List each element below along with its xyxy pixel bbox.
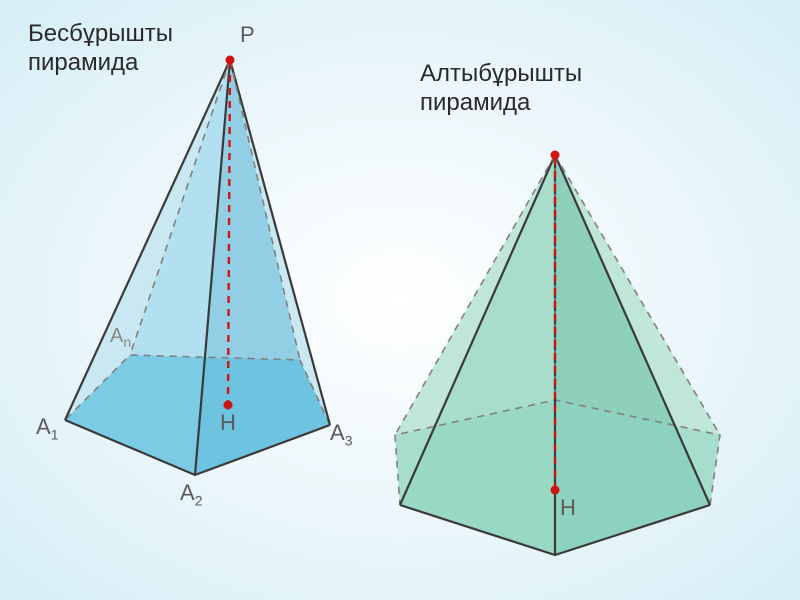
diagram-canvas [0, 0, 800, 600]
label-A1-base: A [36, 414, 51, 439]
hex-apex-dot [551, 151, 560, 160]
label-An-base: A [110, 325, 123, 347]
label-P: P [240, 22, 255, 48]
label-A1: A1 [36, 414, 58, 442]
hex-h-dot [551, 486, 560, 495]
pentagon-title: Бесбұрышты пирамида [28, 20, 173, 78]
label-An-sub: n [123, 334, 131, 350]
label-H-hexagon: H [560, 495, 576, 521]
label-A3: A3 [330, 420, 352, 448]
label-A2-sub: 2 [195, 492, 203, 508]
label-H-pentagon: H [220, 410, 236, 436]
pentagon-pyramid [65, 56, 330, 476]
hexagon-title: Алтыбұрышты пирамида [420, 60, 582, 118]
pent-h-dot [224, 401, 233, 410]
label-A3-base: A [330, 420, 345, 445]
hexagon-pyramid [395, 151, 720, 556]
label-A1-sub: 1 [51, 426, 59, 442]
label-An: An [110, 325, 131, 350]
label-A2: A2 [180, 480, 202, 508]
label-A2-base: A [180, 480, 195, 505]
label-A3-sub: 3 [345, 432, 353, 448]
pent-apex-dot [226, 56, 235, 65]
